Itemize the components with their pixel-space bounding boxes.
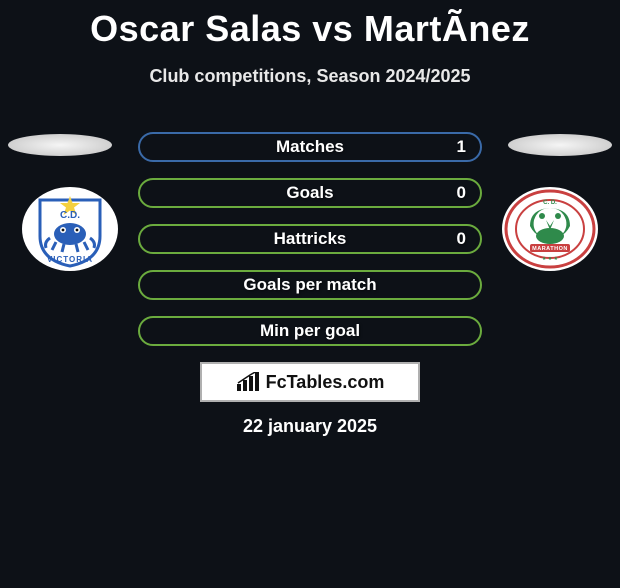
stat-label: Hattricks	[140, 229, 480, 249]
stat-label: Min per goal	[140, 321, 480, 341]
stat-label: Goals	[140, 183, 480, 203]
svg-text:C. D.: C. D.	[543, 200, 557, 206]
svg-text:MARATHON: MARATHON	[532, 246, 568, 252]
club-badge-left: C.D. VICTORIA	[20, 186, 120, 272]
stat-row-min-per-goal: Min per goal	[138, 316, 482, 346]
page-title: Oscar Salas vs MartÃ­nez	[0, 8, 620, 50]
stat-row-hattricks: Hattricks 0	[138, 224, 482, 254]
svg-text:VICTORIA: VICTORIA	[47, 255, 93, 264]
svg-text:★ ★ ★: ★ ★ ★	[542, 256, 559, 262]
bar-chart-icon	[236, 372, 260, 392]
stats-container: Matches 1 Goals 0 Hattricks 0 Goals per …	[138, 132, 482, 362]
stat-label: Matches	[140, 137, 480, 157]
stat-row-goals-per-match: Goals per match	[138, 270, 482, 300]
svg-text:C.D.: C.D.	[60, 210, 80, 221]
fctables-badge: FcTables.com	[200, 362, 420, 402]
stat-value-right: 1	[457, 137, 466, 157]
page-subtitle: Club competitions, Season 2024/2025	[0, 66, 620, 87]
player-avatar-left	[8, 134, 112, 156]
club-badge-right: C. D. MARATHON ★ ★ ★	[500, 186, 600, 272]
brand-label: FcTables.com	[266, 372, 385, 393]
player-avatar-right	[508, 134, 612, 156]
stat-label: Goals per match	[140, 275, 480, 295]
date-label: 22 january 2025	[0, 416, 620, 437]
stat-value-right: 0	[457, 183, 466, 203]
stat-value-right: 0	[457, 229, 466, 249]
stat-row-matches: Matches 1	[138, 132, 482, 162]
stat-row-goals: Goals 0	[138, 178, 482, 208]
